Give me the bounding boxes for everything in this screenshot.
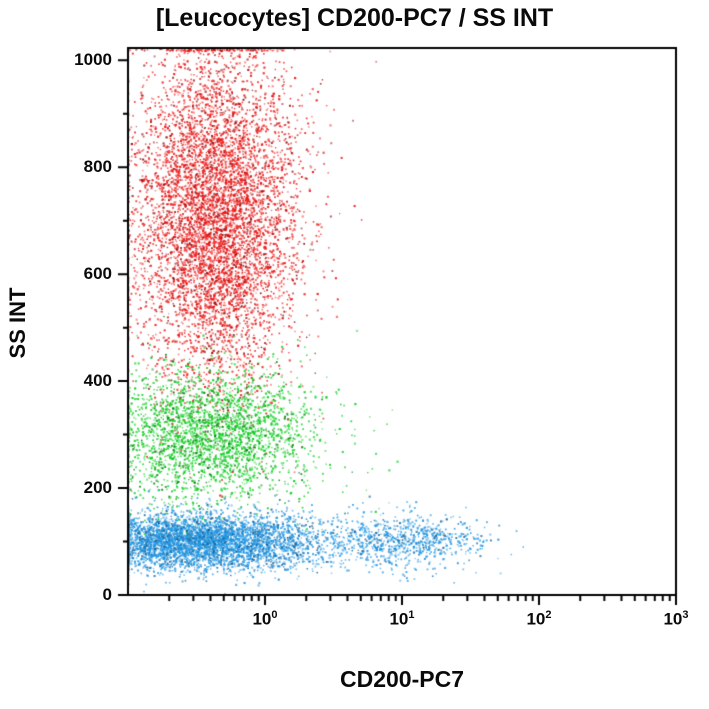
chart-title: [Leucocytes] CD200-PC7 / SS INT — [155, 4, 554, 32]
y-axis-label: SS INT — [5, 287, 30, 359]
y-tick-label: 0 — [102, 585, 112, 604]
x-axis-label: CD200-PC7 — [340, 666, 464, 692]
y-tick-label: 1000 — [74, 50, 112, 70]
x-tick-label: 101 — [389, 609, 415, 629]
y-tick-label: 200 — [83, 478, 112, 498]
y-tick-label: 400 — [83, 371, 112, 391]
x-tick-label: 102 — [526, 609, 552, 629]
x-tick-label: 100 — [252, 609, 278, 629]
y-tick-label: 600 — [83, 264, 112, 284]
y-tick-label: 800 — [83, 157, 112, 177]
x-tick-label: 103 — [663, 609, 689, 629]
